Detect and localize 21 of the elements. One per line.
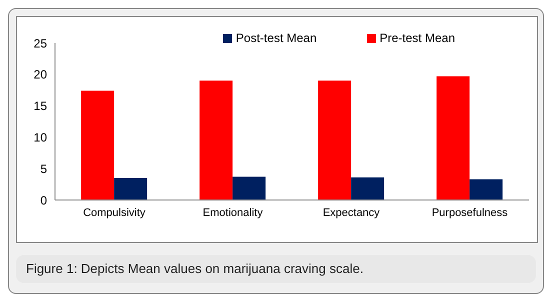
- x-tick-label: Purposefulness: [432, 206, 508, 219]
- x-tick-label: Emotionality: [202, 206, 264, 219]
- legend-label: Pre-test Mean: [380, 31, 455, 45]
- bar: [470, 179, 503, 200]
- bar: [351, 177, 384, 200]
- bar: [232, 176, 266, 200]
- bar: [114, 178, 148, 200]
- bar: [436, 76, 470, 200]
- x-tick-label: Expectancy: [322, 206, 380, 219]
- bar: [200, 80, 233, 200]
- y-tick-label: 10: [34, 130, 48, 144]
- y-tick-label: 5: [40, 162, 48, 176]
- y-tick-label: 15: [34, 99, 48, 114]
- y-tick-label: 25: [34, 36, 48, 50]
- x-tick-label: Compulsivity: [83, 206, 146, 219]
- y-tick-label: 0: [40, 193, 48, 208]
- bar: [81, 90, 114, 200]
- caption: Figure 1: Depicts Mean values on marijuana craving scale.: [26, 261, 364, 276]
- y-tick-label: 20: [34, 68, 48, 82]
- legend-label: Post-test Mean: [236, 31, 317, 45]
- bar: [318, 80, 352, 200]
